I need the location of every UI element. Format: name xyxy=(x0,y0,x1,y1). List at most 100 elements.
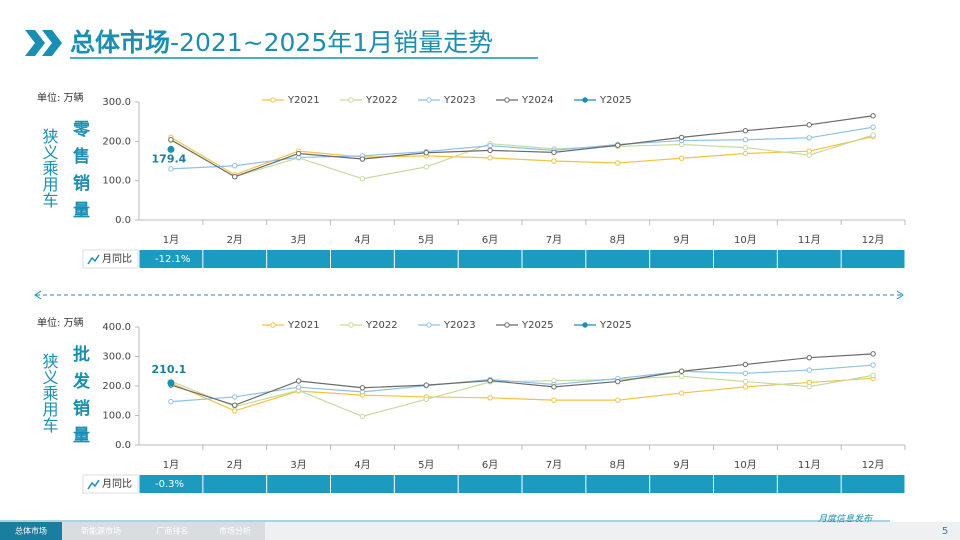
legend-marker xyxy=(504,97,510,103)
yoy-cell xyxy=(841,250,905,268)
y-tick-label: 0.0 xyxy=(115,440,131,451)
yoy-cell xyxy=(394,475,458,493)
point xyxy=(870,351,876,357)
x-tick-label: 1月 xyxy=(163,459,179,471)
point xyxy=(423,396,429,402)
point xyxy=(742,384,749,390)
x-tick-label: 3月 xyxy=(290,459,306,471)
point xyxy=(806,367,812,373)
point xyxy=(678,390,685,396)
legend-label: Y2025 xyxy=(599,95,632,106)
legend-marker xyxy=(426,322,432,328)
footer-tab-label: 厂商排名 xyxy=(157,526,189,536)
x-tick-label: 9月 xyxy=(673,234,689,246)
yoy-cell xyxy=(458,475,522,493)
legend-marker xyxy=(426,97,432,103)
x-tick-label: 4月 xyxy=(354,234,370,246)
point xyxy=(551,384,557,390)
point xyxy=(870,372,876,379)
yoy-cell xyxy=(139,250,203,268)
point xyxy=(359,156,366,162)
publish-label: 月度信息发布 xyxy=(818,514,874,525)
point xyxy=(168,398,174,405)
y-tick-label: 400.0 xyxy=(102,322,131,333)
point xyxy=(742,150,749,157)
yoy-value: -0.3% xyxy=(155,479,184,490)
yoy-cell xyxy=(458,250,522,268)
metric-label: 批发销量 xyxy=(69,344,91,453)
yoy-cell xyxy=(714,475,777,493)
yoy-cell xyxy=(650,250,713,268)
legend-marker xyxy=(270,322,276,328)
yoy-cell xyxy=(203,250,267,268)
x-tick-label: 5月 xyxy=(418,459,434,471)
yoy-label: 月同比 xyxy=(102,478,132,490)
point xyxy=(167,145,175,153)
point xyxy=(870,113,876,119)
x-tick-label: 11月 xyxy=(798,459,821,471)
point xyxy=(295,384,302,390)
y-tick-label: 200.0 xyxy=(102,381,131,392)
series-line xyxy=(170,126,874,170)
yoy-header xyxy=(82,249,139,269)
legend-marker xyxy=(270,97,276,103)
footer-tab xyxy=(140,522,205,540)
y-tick-label: 300.0 xyxy=(102,352,131,363)
series-line xyxy=(170,136,874,176)
yoy-icon xyxy=(87,479,100,490)
x-tick-label: 9月 xyxy=(673,459,689,471)
point xyxy=(232,174,238,180)
yoy-cell xyxy=(522,475,586,493)
side-label: 狭义乘用车 xyxy=(40,353,59,433)
legend-label: Y2025 xyxy=(521,320,554,331)
point xyxy=(359,413,366,420)
slide-title: 总体市场-2021~2025年1月销量走势 xyxy=(70,28,493,57)
point xyxy=(615,397,621,403)
x-tick-label: 6月 xyxy=(482,459,498,471)
x-tick-label: 10月 xyxy=(734,234,757,246)
title-rest: -2021~2025年1月销量走势 xyxy=(170,28,493,57)
x-tick-label: 12月 xyxy=(862,234,885,246)
x-tick-label: 11月 xyxy=(798,234,821,246)
point xyxy=(487,377,493,384)
x-tick-label: 8月 xyxy=(610,459,626,471)
point xyxy=(423,164,429,170)
x-tick-label: 10月 xyxy=(734,459,757,471)
point xyxy=(232,402,238,408)
yoy-header xyxy=(82,474,139,494)
point xyxy=(678,368,685,374)
x-tick-label: 2月 xyxy=(227,234,243,246)
yoy-cell xyxy=(394,250,458,268)
yoy-icon xyxy=(87,254,100,265)
unit-label: 单位: 万辆 xyxy=(37,91,84,104)
x-tick-label: 12月 xyxy=(862,459,885,471)
point xyxy=(742,128,749,134)
yoy-cell xyxy=(331,250,394,268)
unit-label: 单位: 万辆 xyxy=(37,316,84,329)
page-number: 5 xyxy=(942,526,948,537)
point xyxy=(742,137,749,143)
footer-tab xyxy=(0,522,62,540)
point xyxy=(423,382,429,388)
point xyxy=(615,378,621,385)
x-tick-label: 6月 xyxy=(482,234,498,246)
legend-label: Y2022 xyxy=(365,95,398,106)
point xyxy=(615,142,621,148)
series-line xyxy=(170,374,874,418)
point xyxy=(551,397,557,403)
series-line xyxy=(170,364,874,403)
x-tick-label: 7月 xyxy=(546,234,562,246)
point xyxy=(232,394,238,400)
point xyxy=(167,379,175,387)
legend-marker xyxy=(348,97,354,103)
x-tick-label: 7月 xyxy=(546,459,562,471)
legend-marker xyxy=(348,322,354,328)
legend-label: Y2023 xyxy=(443,95,476,106)
point xyxy=(742,144,749,151)
x-tick-label: 1月 xyxy=(163,234,179,246)
y-tick-label: 200.0 xyxy=(102,136,131,147)
point xyxy=(359,176,366,182)
point xyxy=(232,163,238,169)
series-line xyxy=(170,353,874,406)
